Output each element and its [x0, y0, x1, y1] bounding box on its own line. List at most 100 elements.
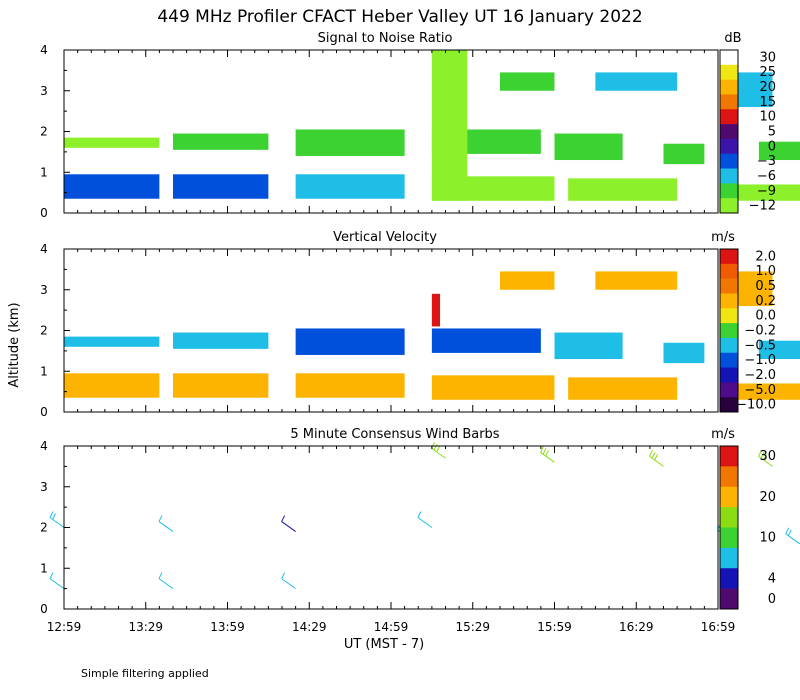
- barb-feather: [158, 572, 163, 579]
- barb-staff: [431, 447, 446, 459]
- heatmap-cell: [173, 174, 269, 199]
- y-tick-label: 1: [40, 165, 48, 179]
- heatmap-cell: [595, 271, 678, 290]
- wind-plot-frame: [63, 445, 719, 610]
- colorbar-label: 10: [759, 110, 776, 125]
- heatmap-cell: [731, 184, 800, 201]
- colorbar-label: −6: [757, 169, 776, 184]
- colorbar-cell: [720, 50, 738, 66]
- heatmap-cell: [431, 176, 555, 201]
- wind-barb: [540, 446, 555, 463]
- heatmap-cell: [431, 293, 441, 327]
- wind-unit: m/s: [711, 427, 735, 442]
- heatmap-cell: [64, 137, 160, 148]
- wind-barb: [49, 572, 65, 590]
- heatmap-cell: [554, 332, 623, 360]
- colorbar-cell: [720, 547, 738, 569]
- barb-staff: [158, 521, 174, 532]
- wind-barb: [281, 515, 296, 532]
- colorbar-label: 0: [768, 592, 776, 607]
- colorbar-label: 4: [768, 571, 776, 586]
- wind-barb: [758, 450, 773, 467]
- barb-feather: [417, 511, 422, 518]
- colorbar-cell: [720, 124, 738, 140]
- y-tick-label: 3: [40, 283, 48, 297]
- wind-colorbar: 30 20 10 4 0: [719, 445, 776, 610]
- heatmap-cell: [295, 129, 405, 156]
- colorbar-cell: [720, 367, 738, 383]
- y-tick-label: 1: [40, 364, 48, 378]
- colorbar-label: 0: [768, 139, 776, 154]
- colorbar-cell: [720, 198, 738, 214]
- x-tick-label: 12:59: [47, 620, 82, 634]
- barb-staff: [49, 517, 65, 528]
- colorbar-frame: [719, 445, 739, 610]
- snr-panel-title: Signal to Noise Ratio: [318, 31, 453, 46]
- vv-y-axis: 0 1 2 3 4: [40, 242, 70, 419]
- wind-barb: [281, 572, 296, 590]
- colorbar-label: −9: [757, 184, 776, 199]
- wind-barb: [49, 511, 65, 528]
- colorbar-cell: [720, 183, 738, 199]
- heatmap-cell: [64, 336, 160, 347]
- colorbar-cell: [720, 168, 738, 184]
- colorbar-cell: [720, 153, 738, 169]
- heatmap-cell: [500, 72, 555, 91]
- colorbar-label: −12: [749, 199, 776, 214]
- heatmap-cell: [64, 373, 160, 398]
- y-axis-label: Altitude (km): [7, 302, 22, 387]
- barb-staff: [158, 578, 174, 590]
- vv-unit: m/s: [711, 230, 735, 245]
- barb-feather: [433, 444, 438, 451]
- barb-feather: [758, 450, 762, 457]
- colorbar-label: −0.2: [744, 324, 776, 339]
- wind-barb: [785, 527, 800, 545]
- heatmap-cell: [295, 328, 405, 355]
- x-tick-label: 13:59: [210, 620, 245, 634]
- colorbar-label: 15: [759, 95, 776, 110]
- colorbar-cell: [720, 79, 738, 95]
- colorbar-cell: [720, 94, 738, 110]
- heatmap-cell: [64, 174, 160, 199]
- wind-barb: [417, 511, 433, 528]
- colorbar-cell: [720, 337, 738, 354]
- wind-x-axis: 12:59 13:29 13:59 14:29 14:59 15:29 15:59 16:29…: [47, 446, 735, 634]
- vv-heatmap: [64, 271, 800, 400]
- barb-feather: [158, 515, 163, 522]
- barb-feather: [649, 450, 653, 457]
- colorbar-label: 1.0: [755, 264, 776, 279]
- wind-barb: [158, 572, 174, 590]
- colorbar-label: 20: [759, 490, 776, 505]
- snr-unit: dB: [724, 31, 741, 46]
- barb-feather: [540, 446, 544, 453]
- colorbar-cell: [720, 588, 738, 610]
- colorbar-cell: [720, 308, 738, 324]
- y-tick-label: 0: [40, 405, 48, 419]
- barb-feather: [787, 529, 792, 537]
- colorbar-cell: [720, 109, 738, 125]
- barb-feather: [654, 454, 658, 461]
- colorbar-cell: [720, 527, 738, 549]
- y-tick-label: 3: [40, 84, 48, 98]
- heatmap-cell: [431, 50, 468, 201]
- colorbar-label: 0.5: [755, 279, 776, 294]
- y-tick-label: 4: [40, 439, 48, 453]
- snr-y-axis: 0 1 2 3 4: [40, 43, 70, 220]
- y-tick-label: 2: [40, 324, 48, 338]
- wind-barbs-panel: 5 Minute Consensus Wind Barbs 0 1 2 3 4 12:5…: [40, 427, 800, 634]
- colorbar-cell: [720, 263, 738, 279]
- wind-panel-title: 5 Minute Consensus Wind Barbs: [290, 427, 499, 442]
- colorbar-cell: [720, 352, 738, 368]
- x-axis-label: UT (MST - 7): [344, 637, 424, 652]
- colorbar-cell: [720, 293, 738, 309]
- colorbar-frame: [719, 248, 739, 413]
- colorbar-label: 5: [768, 125, 776, 140]
- heatmap-cell: [295, 174, 405, 199]
- colorbar-label: 0.2: [755, 294, 776, 309]
- barb-feather: [785, 527, 790, 535]
- vv-panel-title: Vertical Velocity: [333, 230, 437, 245]
- barb-staff: [785, 533, 800, 545]
- barb-staff: [649, 455, 664, 467]
- colorbar-label: −0.5: [744, 338, 776, 353]
- colorbar-cell: [720, 64, 738, 80]
